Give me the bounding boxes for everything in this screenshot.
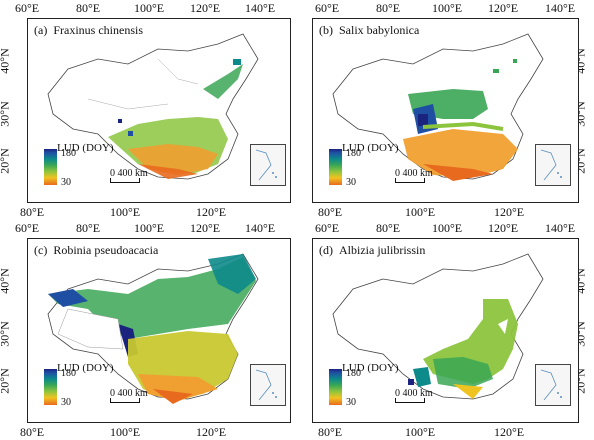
color-scale-bar-b: [329, 149, 342, 185]
top-tick-b-80e: 80°E: [376, 1, 401, 15]
top-tick-c-120e: 120°E: [190, 221, 221, 235]
panel-title-d: (d) Albizia julibrissin: [319, 243, 425, 258]
china-map-d: [332, 253, 544, 400]
legend-d: LUD (DOY) 180 30: [328, 362, 468, 410]
color-scale-bar-d: [329, 369, 342, 405]
legend-max-b: 180: [346, 148, 361, 159]
bottom-tick-b-120e: 120°E: [494, 205, 525, 219]
map-panel-b: (b) Salix babylonica LUD (DOY) 180 30 0 4…: [312, 18, 579, 203]
bottom-tick-b-80e: 80°E: [318, 205, 343, 219]
panel-title-a: (a) Fraxinus chinensis: [34, 23, 143, 38]
top-tick-d-120e: 120°E: [488, 221, 519, 235]
legend-min-a: 30: [61, 177, 71, 188]
top-tick-b-140e: 140°E: [545, 1, 576, 15]
map-panel-a: (a) Fraxinus chinensis LUD (DOY) 180 30 0…: [27, 18, 291, 203]
scale-bar-text-b: 0 400 km: [395, 168, 433, 179]
scale-bar-text-d: 0 400 km: [395, 388, 433, 399]
legend-max-c: 180: [61, 368, 76, 379]
legend-max-a: 180: [61, 148, 76, 159]
bottom-tick-a-120e: 120°E: [196, 205, 227, 219]
top-tick-c-80e: 80°E: [76, 221, 101, 235]
legend-a: LUD (DOY) 180 30: [43, 142, 183, 190]
left-tick-a-30n: 30°N: [0, 101, 12, 127]
south-china-sea-inset-b: [535, 144, 571, 186]
species-name-a: Fraxinus chinensis: [53, 23, 143, 37]
top-tick-b-100e: 100°E: [432, 1, 463, 15]
left-tick-c-30n: 30°N: [0, 321, 12, 347]
top-tick-a-140e: 140°E: [245, 1, 276, 15]
legend-title-c: LUD (DOY): [57, 362, 114, 374]
scale-bar-a: 0 400 km: [108, 168, 178, 190]
left-tick-a-40n: 40°N: [0, 48, 12, 74]
panel-label-c: (c): [34, 243, 48, 257]
panel-label-d: (d): [319, 243, 333, 257]
map-panel-d: (d) Albizia julibrissin LUD (DOY) 180 30 …: [312, 238, 579, 423]
top-tick-d-60e: 60°E: [315, 221, 340, 235]
bottom-tick-d-100e: 100°E: [405, 425, 436, 439]
scale-bar-b: 0 400 km: [393, 168, 463, 190]
top-tick-c-60e: 60°E: [15, 221, 40, 235]
panel-title-b: (b) Salix babylonica: [319, 23, 419, 38]
south-china-sea-inset-a: [250, 144, 286, 186]
scale-bar-text-a: 0 400 km: [110, 168, 148, 179]
south-china-sea-inset-d: [535, 364, 571, 406]
panel-label-b: (b): [319, 23, 333, 37]
top-tick-d-140e: 140°E: [545, 221, 576, 235]
china-map-b: [332, 33, 544, 181]
bottom-tick-c-80e: 80°E: [20, 425, 45, 439]
species-name-c: Robinia pseudoacacia: [53, 243, 159, 257]
left-tick-c-20n: 20°N: [0, 368, 12, 394]
china-map-c: [47, 253, 259, 404]
color-scale-bar-a: [44, 149, 57, 185]
legend-min-b: 30: [346, 177, 356, 188]
top-tick-a-60e: 60°E: [15, 1, 40, 15]
map-panel-c: (c) Robinia pseudoacacia LUD (DOY) 180 30…: [27, 238, 291, 423]
south-china-sea-inset-c: [250, 364, 286, 406]
legend-min-d: 30: [346, 397, 356, 408]
top-tick-a-80e: 80°E: [76, 1, 101, 15]
legend-title-d: LUD (DOY): [342, 362, 399, 374]
top-tick-c-100e: 100°E: [134, 221, 165, 235]
top-tick-a-100e: 100°E: [134, 1, 165, 15]
scale-bar-text-c: 0 400 km: [110, 388, 148, 399]
top-tick-d-80e: 80°E: [376, 221, 401, 235]
bottom-tick-a-80e: 80°E: [20, 205, 45, 219]
bottom-tick-a-100e: 100°E: [110, 205, 141, 219]
legend-title-a: LUD (DOY): [57, 142, 114, 154]
bottom-tick-d-120e: 120°E: [494, 425, 525, 439]
species-name-b: Salix babylonica: [339, 23, 420, 37]
panel-title-c: (c) Robinia pseudoacacia: [34, 243, 158, 258]
legend-c: LUD (DOY) 180 30: [43, 362, 183, 410]
top-tick-c-140e: 140°E: [245, 221, 276, 235]
bottom-tick-b-100e: 100°E: [405, 205, 436, 219]
bottom-tick-d-80e: 80°E: [318, 425, 343, 439]
legend-b: LUD (DOY) 180 30: [328, 142, 468, 190]
top-tick-a-120e: 120°E: [190, 1, 221, 15]
panel-label-a: (a): [34, 23, 48, 37]
bottom-tick-c-100e: 100°E: [110, 425, 141, 439]
top-tick-d-100e: 100°E: [432, 221, 463, 235]
top-tick-b-60e: 60°E: [315, 1, 340, 15]
top-tick-b-120e: 120°E: [488, 1, 519, 15]
scale-bar-d: 0 400 km: [393, 388, 463, 410]
species-name-d: Albizia julibrissin: [339, 243, 426, 257]
china-map-a: [47, 33, 259, 180]
legend-max-d: 180: [346, 368, 361, 379]
legend-title-b: LUD (DOY): [342, 142, 399, 154]
bottom-tick-c-120e: 120°E: [196, 425, 227, 439]
color-scale-bar-c: [44, 369, 57, 405]
scale-bar-c: 0 400 km: [108, 388, 178, 410]
legend-min-c: 30: [61, 397, 71, 408]
left-tick-c-40n: 40°N: [0, 268, 12, 294]
left-tick-a-20n: 20°N: [0, 148, 12, 174]
